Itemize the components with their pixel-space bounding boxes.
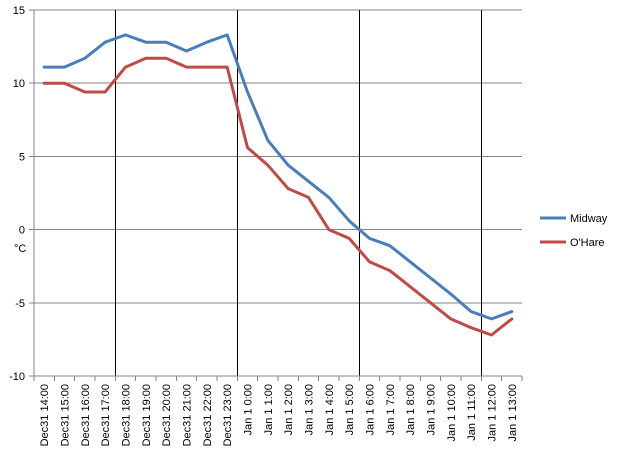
x-tick-label: Jan 1 12:00 (487, 384, 499, 442)
x-tick-label: Dec31 15:00 (60, 384, 72, 446)
legend-item-1[interactable]: O'Hare (540, 237, 605, 249)
y-axis-label: °C (14, 243, 26, 255)
x-tick-label: Jan 1 7:00 (385, 384, 397, 435)
series-line-0 (42, 33, 514, 321)
x-tick-label: Dec31 16:00 (80, 384, 92, 446)
legend[interactable]: Midway O'Hare (540, 213, 608, 249)
y-tick-label: -10 (9, 371, 25, 383)
legend-label: Midway (570, 213, 608, 225)
x-tick-label: Dec31 21:00 (182, 384, 194, 446)
x-tick-label: Jan 1 0:00 (243, 384, 255, 435)
x-tick-label: Jan 1 6:00 (365, 384, 377, 435)
x-tick-label: Jan 1 9:00 (426, 384, 438, 435)
grid-layer (34, 9, 522, 377)
x-tick-label: Jan 1 3:00 (304, 384, 316, 435)
y-tick-label: 0 (19, 225, 25, 237)
legend-item-0[interactable]: Midway (540, 213, 608, 225)
x-tick-label: Dec31 20:00 (161, 384, 173, 446)
x-tick-labels: Dec31 14:00 Dec31 15:00 Dec31 16:00 Dec31 1… (39, 384, 519, 446)
series-line-1 (42, 56, 514, 337)
x-tick-label: Dec31 22:00 (202, 384, 214, 446)
series-layer (42, 33, 514, 337)
x-tick-label: Jan 1 5:00 (344, 384, 356, 435)
x-tick-label: Jan 1 10:00 (446, 384, 458, 442)
x-tick-label: Dec31 19:00 (141, 384, 153, 446)
y-tick-label: -5 (15, 298, 25, 310)
x-tick-label: Dec31 23:00 (222, 384, 234, 446)
x-tick-label: Jan 1 8:00 (405, 384, 417, 435)
x-tick-label: Jan 1 13:00 (507, 384, 519, 442)
x-tick-label: Jan 1 2:00 (283, 384, 295, 435)
x-tick-label: Jan 1 4:00 (324, 384, 336, 435)
x-tick-label: Jan 1 1:00 (263, 384, 275, 435)
x-tick-label: Dec31 18:00 (121, 384, 133, 446)
y-tick-label: 5 (19, 151, 25, 163)
y-tick-label: 10 (13, 78, 25, 90)
axes (29, 9, 523, 381)
y-tick-labels: -10 -5 0 5 10 15 (9, 5, 25, 383)
x-tick-label: Dec31 17:00 (100, 384, 112, 446)
x-tick-label: Dec31 14:00 (39, 384, 51, 446)
x-tick-label: Jan 1 11:00 (466, 384, 478, 441)
legend-label: O'Hare (570, 237, 605, 249)
y-tick-label: 15 (13, 5, 25, 17)
